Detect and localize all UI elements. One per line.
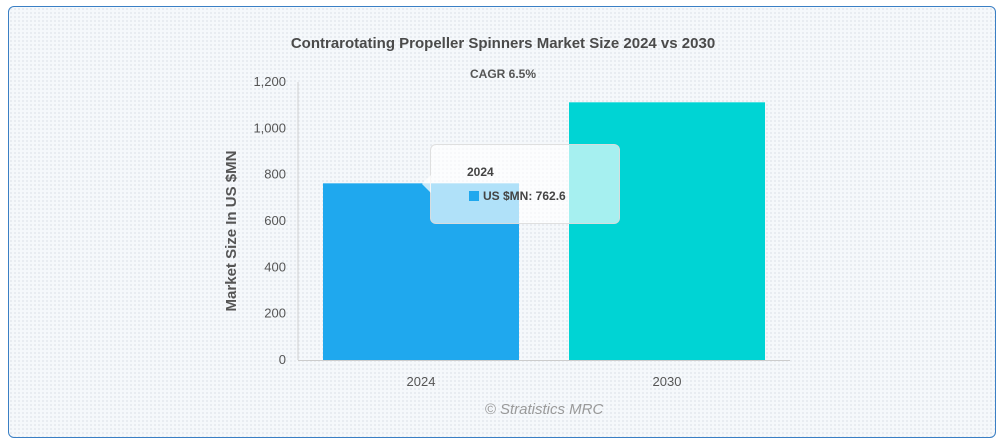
tooltip-swatch [469,191,479,201]
tooltip: 2024 US $MN: 762.6 [422,144,620,224]
credit-text: © Stratistics MRC [485,401,604,418]
y-axis-title: Market Size In US $MN [223,151,240,312]
x-tick-label: 2030 [653,374,682,389]
x-tick-label: 2024 [407,374,436,389]
tooltip-value: US $MN: 762.6 [483,189,566,203]
chart-title: Contrarotating Propeller Spinners Market… [291,35,715,52]
y-axis-ticks: 0 200 400 600 800 1,000 1,200 [253,74,286,367]
bars-group [323,102,765,360]
tooltip-row: US $MN: 762.6 [469,189,566,203]
y-tick-label: 800 [264,167,286,182]
y-tick-label: 1,000 [253,120,286,135]
y-tick-label: 1,200 [253,74,286,89]
y-tick-label: 600 [264,213,286,228]
y-tick-label: 400 [264,259,286,274]
chart-subtitle: CAGR 6.5% [470,67,536,81]
y-tick-label: 200 [264,306,286,321]
x-axis-ticks: 2024 2030 [407,374,682,389]
y-tick-label: 0 [279,352,286,367]
bar-2030[interactable] [569,102,765,360]
tooltip-pointer [422,175,431,193]
tooltip-title: 2024 [467,165,494,179]
